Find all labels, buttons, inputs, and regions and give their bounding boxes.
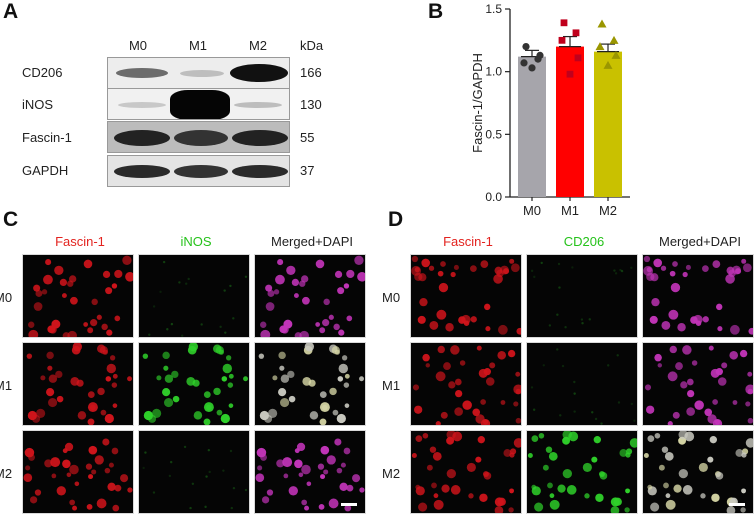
blot-label-fascin1: Fascin-1 bbox=[22, 130, 72, 145]
data-point bbox=[574, 54, 582, 62]
c-column-title: Fascin-1 bbox=[55, 234, 105, 249]
data-point bbox=[520, 59, 528, 67]
c-micrograph bbox=[138, 254, 250, 338]
bar-m0 bbox=[518, 56, 546, 198]
panel-letter-c: C bbox=[3, 208, 19, 231]
d-row-label: M2 bbox=[382, 466, 401, 481]
blot-strip-inos bbox=[107, 88, 290, 120]
scale-bar bbox=[341, 503, 357, 506]
c-column-title: Merged+DAPI bbox=[270, 234, 353, 249]
d-row-label: M1 bbox=[382, 378, 401, 393]
d-micrograph bbox=[642, 342, 754, 426]
d-micrograph bbox=[526, 342, 638, 426]
blot-strip-fascin1 bbox=[107, 121, 290, 153]
c-column-title: iNOS bbox=[180, 234, 212, 249]
d-column-title: CD206 bbox=[563, 234, 605, 249]
blot-strip-gapdh bbox=[107, 155, 290, 187]
data-point bbox=[528, 64, 536, 72]
d-column-title: Fascin-1 bbox=[443, 234, 493, 249]
panel-letter-b: B bbox=[428, 0, 444, 23]
y-axis-label: Fascin-1/GAPDH bbox=[470, 53, 485, 153]
d-micrograph bbox=[410, 342, 522, 426]
c-micrograph bbox=[22, 254, 134, 338]
data-point bbox=[603, 60, 613, 69]
blot-label-inos: iNOS bbox=[22, 97, 54, 112]
blot-label-cd206: CD206 bbox=[22, 65, 63, 80]
data-point bbox=[566, 70, 574, 78]
data-point bbox=[536, 51, 544, 59]
data-point bbox=[595, 42, 605, 51]
blot-kda-fascin1: 55 bbox=[300, 130, 315, 145]
c-micrograph bbox=[22, 430, 134, 514]
d-micrograph bbox=[410, 430, 522, 514]
data-point bbox=[558, 36, 566, 44]
c-micrograph bbox=[254, 430, 366, 514]
data-point bbox=[597, 19, 607, 28]
kda-header: kDa bbox=[300, 38, 324, 53]
c-micrograph bbox=[138, 342, 250, 426]
d-micrograph bbox=[526, 430, 638, 514]
data-point bbox=[522, 43, 530, 51]
c-micrograph bbox=[138, 430, 250, 514]
bar-chart: Fascin-1/GAPDH 0.0 0.5 1.0 1.5 M0 M1 M2 bbox=[470, 2, 630, 218]
d-micrograph bbox=[642, 430, 754, 514]
x-tick-label: M0 bbox=[523, 203, 541, 218]
blot-label-gapdh: GAPDH bbox=[22, 163, 69, 178]
blot-kda-cd206: 166 bbox=[300, 65, 322, 80]
c-micrograph bbox=[254, 342, 366, 426]
y-tick-label: 1.5 bbox=[485, 2, 502, 16]
blot-kda-gapdh: 37 bbox=[300, 163, 315, 178]
x-tick-label: M1 bbox=[561, 203, 579, 218]
d-row-label: M0 bbox=[382, 290, 401, 305]
data-point bbox=[611, 50, 621, 59]
scale-bar bbox=[729, 503, 745, 506]
panel-letter-a: A bbox=[3, 0, 19, 23]
bar-m1 bbox=[556, 46, 584, 197]
blot-kda-inos: 130 bbox=[300, 97, 322, 112]
d-column-title: Merged+DAPI bbox=[658, 234, 741, 249]
d-micrograph bbox=[410, 254, 522, 338]
panel-letter-d: D bbox=[388, 208, 404, 231]
d-micrograph bbox=[526, 254, 638, 338]
y-tick-label: 0.0 bbox=[485, 190, 502, 204]
x-tick-label: M2 bbox=[599, 203, 617, 218]
data-point bbox=[609, 35, 619, 44]
y-tick-label: 1.0 bbox=[485, 65, 502, 79]
data-point bbox=[560, 19, 568, 27]
lane-label-m0: M0 bbox=[128, 38, 148, 53]
lane-label-m2: M2 bbox=[248, 38, 268, 53]
data-point bbox=[572, 29, 580, 37]
c-micrograph bbox=[254, 254, 366, 338]
c-row-label: M1 bbox=[0, 378, 13, 393]
blot-strip-cd206 bbox=[107, 57, 290, 89]
d-micrograph bbox=[642, 254, 754, 338]
c-row-label: M0 bbox=[0, 290, 13, 305]
bar-m2 bbox=[594, 51, 622, 197]
c-row-label: M2 bbox=[0, 466, 13, 481]
y-tick-label: 0.5 bbox=[485, 127, 502, 141]
c-micrograph bbox=[22, 342, 134, 426]
lane-label-m1: M1 bbox=[188, 38, 208, 53]
